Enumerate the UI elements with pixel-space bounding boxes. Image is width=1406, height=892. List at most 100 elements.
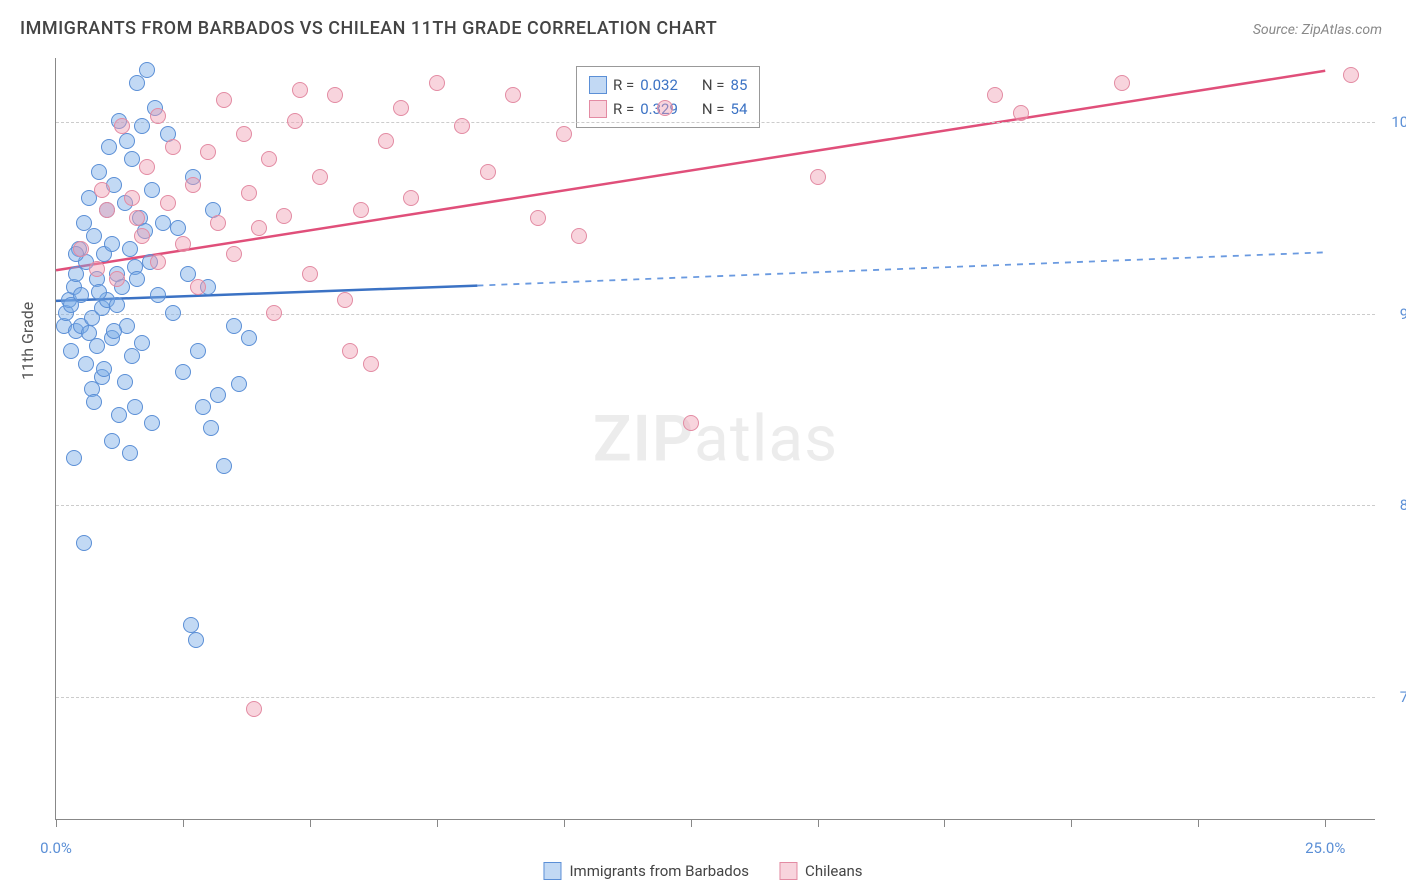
- chart-title: IMMIGRANTS FROM BARBADOS VS CHILEAN 11TH…: [20, 18, 717, 39]
- y-tick-label: 77.5%: [1400, 688, 1406, 706]
- data-point-chileans: [165, 139, 181, 155]
- n-value: 85: [731, 73, 748, 97]
- bottom-legend-item-barbados: Immigrants from Barbados: [543, 862, 749, 880]
- data-point-barbados: [76, 535, 92, 551]
- x-tick: [1325, 819, 1326, 827]
- data-point-barbados: [216, 458, 232, 474]
- data-point-barbados: [170, 220, 186, 236]
- n-value: 54: [731, 97, 748, 121]
- data-point-chileans: [150, 108, 166, 124]
- r-label: R =: [613, 97, 634, 121]
- data-point-chileans: [1343, 67, 1359, 83]
- data-point-chileans: [342, 343, 358, 359]
- data-point-barbados: [190, 343, 206, 359]
- data-point-barbados: [144, 415, 160, 431]
- legend-swatch: [543, 862, 561, 880]
- data-point-chileans: [1114, 75, 1130, 91]
- data-point-chileans: [89, 261, 105, 277]
- y-tick-label: 85.0%: [1400, 496, 1406, 514]
- data-point-chileans: [393, 100, 409, 116]
- data-point-barbados: [91, 284, 107, 300]
- data-point-barbados: [134, 335, 150, 351]
- data-point-barbados: [203, 420, 219, 436]
- data-point-barbados: [106, 323, 122, 339]
- data-point-chileans: [216, 92, 232, 108]
- data-point-chileans: [312, 169, 328, 185]
- data-point-barbados: [104, 236, 120, 252]
- x-tick: [1071, 819, 1072, 827]
- data-point-chileans: [134, 228, 150, 244]
- data-point-barbados: [66, 450, 82, 466]
- data-point-barbados: [86, 394, 102, 410]
- data-point-chileans: [480, 164, 496, 180]
- data-point-barbados: [129, 75, 145, 91]
- series-label: Chileans: [805, 862, 862, 880]
- y-tick-label: 100.0%: [1391, 113, 1406, 131]
- source-attribution: Source: ZipAtlas.com: [1253, 22, 1382, 38]
- gridline-horizontal: [56, 697, 1375, 698]
- data-point-barbados: [109, 297, 125, 313]
- data-point-barbados: [91, 164, 107, 180]
- data-point-barbados: [183, 617, 199, 633]
- data-point-chileans: [261, 151, 277, 167]
- r-label: R =: [613, 73, 634, 97]
- data-point-barbados: [96, 361, 112, 377]
- data-point-barbados: [175, 364, 191, 380]
- data-point-chileans: [109, 271, 125, 287]
- data-point-barbados: [104, 433, 120, 449]
- x-tick: [691, 819, 692, 827]
- data-point-chileans: [571, 228, 587, 244]
- data-point-chileans: [99, 202, 115, 218]
- gridline-horizontal: [56, 122, 1375, 123]
- data-point-chileans: [160, 195, 176, 211]
- data-point-barbados: [139, 62, 155, 78]
- x-tick-label: 25.0%: [1305, 839, 1345, 857]
- data-point-chileans: [987, 87, 1003, 103]
- trend-line: [477, 252, 1325, 285]
- data-point-barbados: [68, 266, 84, 282]
- gridline-horizontal: [56, 314, 1375, 315]
- data-point-chileans: [246, 701, 262, 717]
- r-value: 0.032: [640, 73, 678, 97]
- data-point-chileans: [94, 182, 110, 198]
- data-point-chileans: [114, 118, 130, 134]
- data-point-chileans: [403, 190, 419, 206]
- data-point-barbados: [226, 318, 242, 334]
- data-point-barbados: [150, 287, 166, 303]
- data-point-barbados: [122, 241, 138, 257]
- n-label: N =: [702, 97, 725, 121]
- data-point-chileans: [251, 220, 267, 236]
- data-point-chileans: [236, 126, 252, 142]
- data-point-barbados: [111, 407, 127, 423]
- legend-swatch: [589, 100, 607, 118]
- y-tick-label: 92.5%: [1400, 305, 1406, 323]
- data-point-chileans: [175, 236, 191, 252]
- x-tick: [1198, 819, 1199, 827]
- data-point-chileans: [292, 82, 308, 98]
- data-point-barbados: [129, 271, 145, 287]
- data-point-chileans: [378, 133, 394, 149]
- data-point-chileans: [683, 415, 699, 431]
- y-axis-title: 11th Grade: [18, 302, 37, 380]
- data-point-chileans: [530, 210, 546, 226]
- correlation-legend-box: R =0.032N =85R =0.329N =54: [576, 66, 760, 128]
- data-point-chileans: [556, 126, 572, 142]
- bottom-legend-item-chileans: Chileans: [779, 862, 862, 880]
- data-point-chileans: [1013, 105, 1029, 121]
- x-tick: [183, 819, 184, 827]
- data-point-barbados: [210, 387, 226, 403]
- data-point-barbados: [63, 343, 79, 359]
- data-point-chileans: [454, 118, 470, 134]
- data-point-chileans: [287, 113, 303, 129]
- x-tick: [437, 819, 438, 827]
- data-point-barbados: [124, 151, 140, 167]
- data-point-barbados: [165, 305, 181, 321]
- data-point-chileans: [353, 202, 369, 218]
- scatter-plot-area: ZIPatlas R =0.032N =85R =0.329N =54 77.5…: [55, 58, 1375, 820]
- data-point-barbados: [119, 133, 135, 149]
- data-point-chileans: [363, 356, 379, 372]
- data-point-barbados: [117, 374, 133, 390]
- series-legend: Immigrants from Barbados Chileans: [543, 862, 862, 880]
- data-point-chileans: [302, 266, 318, 282]
- data-point-barbados: [124, 348, 140, 364]
